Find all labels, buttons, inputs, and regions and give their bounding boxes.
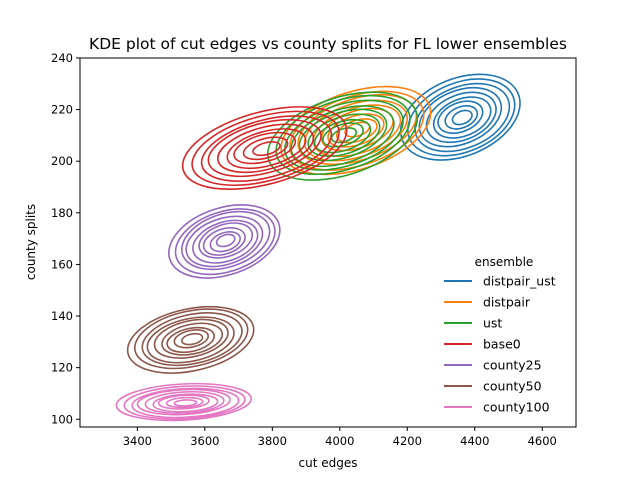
contour-county50-level-6 [161, 322, 224, 356]
y-tick-label: 180 [51, 206, 73, 220]
contour-county100-level-5 [144, 390, 225, 414]
contour-distpair_ust-level-9 [451, 109, 473, 126]
y-tick-label: 200 [51, 154, 73, 168]
legend-item-ust: ust [444, 316, 502, 331]
contour-distpair_ust-level-1 [399, 73, 521, 161]
contour-county100-level-2 [123, 385, 246, 420]
legend-label: base0 [483, 337, 521, 352]
contour-county100-level-9 [173, 399, 198, 407]
contour-county50-level-9 [180, 332, 204, 346]
contour-county25-level-6 [198, 222, 254, 259]
y-tick-label: 120 [51, 361, 73, 375]
contour-county25-level-8 [209, 231, 241, 253]
contour-base0-level-1 [181, 106, 348, 191]
legend-item-distpair: distpair [444, 295, 531, 310]
contour-ust-level-7 [313, 118, 372, 154]
contour-group-base0 [181, 106, 348, 191]
legend-label: county25 [483, 358, 542, 373]
contour-county50-level-2 [133, 308, 249, 370]
contour-group-distpair_ust [399, 73, 521, 161]
legend-label: ust [483, 316, 502, 331]
legend-label: distpair [483, 295, 531, 310]
contour-county50-level-8 [173, 329, 209, 349]
contour-distpair_ust-level-3 [414, 82, 511, 153]
legend-label: county50 [483, 379, 542, 394]
contour-base0-level-8 [242, 136, 289, 161]
contour-ust-level-9 [330, 127, 358, 144]
contour-base0-level-2 [191, 110, 340, 186]
legend-title: ensemble [475, 255, 534, 269]
contour-county100-level-8 [165, 396, 204, 409]
legend-item-county25: county25 [444, 358, 542, 373]
chart-title: KDE plot of cut edges vs county splits f… [89, 35, 567, 53]
contour-layer [115, 73, 521, 422]
contour-base0-level-4 [207, 118, 322, 178]
contour-group-county25 [167, 204, 281, 279]
y-tick-label: 220 [51, 103, 73, 117]
contour-county100-level-3 [131, 387, 240, 419]
legend-item-distpair_ust: distpair_ust [444, 274, 556, 289]
legend-items: distpair_ust distpair ust base0 county25 coun… [444, 274, 556, 415]
contour-distpair-level-8 [335, 118, 378, 144]
contour-county25-level-5 [192, 219, 259, 264]
plot-frame [79, 57, 577, 428]
contour-county25-level-3 [180, 210, 271, 271]
contour-base0-level-3 [200, 115, 333, 182]
contour-county25-level-4 [185, 215, 264, 268]
y-axis-ticks: 100 120 140 160 180 200 220 240 [51, 51, 80, 426]
x-axis-label: cut edges [299, 456, 358, 470]
contour-county50-level-4 [146, 316, 235, 364]
contour-county50-level-5 [153, 318, 229, 359]
contour-county25-level-9 [215, 233, 236, 248]
contour-group-county100 [115, 382, 252, 422]
contour-group-county50 [126, 306, 255, 374]
x-tick-label: 4600 [528, 434, 557, 448]
x-tick-label: 4400 [460, 434, 489, 448]
contour-county50-level-1 [126, 306, 255, 374]
contour-distpair_ust-level-4 [418, 86, 503, 148]
x-tick-label: 4000 [325, 434, 354, 448]
contour-county50-level-3 [141, 312, 243, 367]
contour-county100-level-7 [157, 394, 210, 410]
y-tick-label: 160 [51, 257, 73, 271]
contour-distpair_ust-level-8 [444, 105, 479, 130]
contour-distpair_ust-level-7 [437, 100, 484, 134]
contour-county100-level-1 [115, 382, 252, 422]
contour-county25-level-7 [202, 227, 246, 256]
contour-base0-level-6 [226, 128, 307, 170]
x-tick-label: 3600 [190, 434, 219, 448]
contour-distpair_ust-level-5 [425, 91, 497, 144]
legend-label: county100 [483, 400, 550, 415]
x-tick-label: 4200 [393, 434, 422, 448]
contour-base0-level-9 [252, 141, 281, 157]
contour-base0-level-7 [233, 131, 297, 165]
y-tick-label: 100 [51, 412, 73, 426]
legend-item-county50: county50 [444, 379, 542, 394]
contour-ust-level-4 [290, 105, 395, 168]
contour-county50-level-7 [166, 326, 215, 354]
legend-item-county100: county100 [444, 400, 550, 415]
contour-base0-level-5 [217, 123, 315, 174]
contour-distpair_ust-level-6 [432, 96, 492, 139]
contour-county25-level-2 [174, 208, 276, 276]
contour-ust-level-6 [307, 113, 381, 157]
y-tick-label: 140 [51, 309, 73, 323]
contour-ust-level-2 [275, 94, 411, 176]
legend-item-base0: base0 [444, 337, 521, 352]
contour-ust-level-8 [322, 122, 364, 148]
y-tick-label: 240 [51, 51, 73, 65]
x-tick-label: 3400 [123, 434, 152, 448]
contour-distpair-level-5 [312, 104, 402, 158]
contour-county100-level-6 [152, 393, 219, 413]
contour-county100-level-4 [136, 388, 231, 416]
contour-group-distpair [280, 85, 432, 176]
contour-county25-level-1 [167, 204, 281, 279]
legend: ensemble distpair_ust distpair ust base0 cou… [444, 255, 556, 415]
x-axis-ticks: 3400 3600 3800 4000 4200 4400 4600 [123, 427, 557, 448]
y-axis-label: county splits [24, 204, 38, 280]
legend-label: distpair_ust [483, 274, 556, 289]
x-tick-label: 3800 [258, 434, 287, 448]
